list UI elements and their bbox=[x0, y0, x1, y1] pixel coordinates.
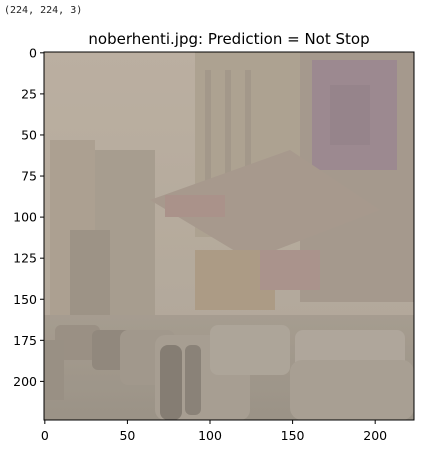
y-tick-label: 100 bbox=[13, 210, 37, 225]
y-tick-label: 175 bbox=[13, 333, 37, 348]
x-tick-label: 150 bbox=[281, 428, 305, 443]
y-tick-label: 75 bbox=[21, 169, 37, 184]
x-axis: 0 50 100 150 200 bbox=[41, 420, 387, 443]
y-tick-label: 200 bbox=[13, 374, 37, 389]
x-tick-label: 100 bbox=[198, 428, 222, 443]
y-tick-label: 0 bbox=[29, 45, 37, 60]
output-text: (224, 224, 3) bbox=[4, 5, 83, 16]
x-tick-label: 0 bbox=[41, 428, 49, 443]
axes-frame bbox=[43, 51, 415, 421]
street-photo bbox=[44, 52, 414, 420]
x-tick-label: 200 bbox=[363, 428, 387, 443]
x-tick-label: 50 bbox=[119, 428, 135, 443]
y-tick-label: 50 bbox=[21, 127, 37, 142]
y-tick-label: 125 bbox=[13, 251, 37, 266]
y-tick-label: 150 bbox=[13, 292, 37, 307]
chart-title: noberhenti.jpg: Prediction = Not Stop bbox=[88, 30, 369, 48]
y-axis: 0 25 50 75 100 125 150 175 200 bbox=[13, 45, 44, 389]
y-tick-label: 25 bbox=[21, 86, 37, 101]
